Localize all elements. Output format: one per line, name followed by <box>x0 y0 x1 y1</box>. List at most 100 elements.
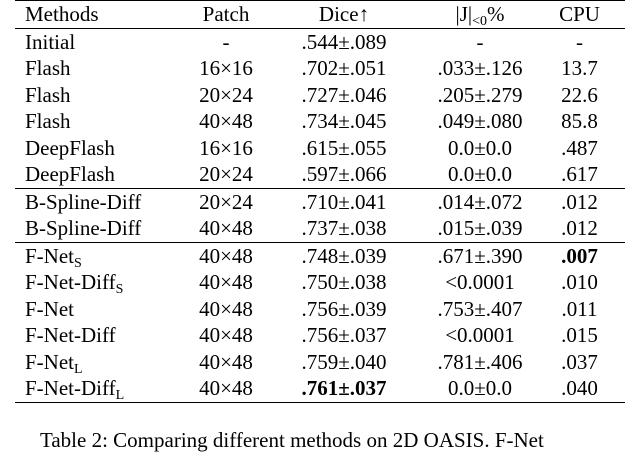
table-cell: .737±.038 <box>301 216 387 241</box>
table-cell: Flash <box>25 109 71 134</box>
header-cell: Dice↑ <box>262 0 426 29</box>
table-row: F-Net-DiffS 40×48 .750±.038 <0.0001 .010 <box>15 269 625 298</box>
table-cell: - <box>476 29 484 54</box>
cell-text: F-Net-Diff <box>25 376 116 401</box>
table-cell: - <box>576 29 583 54</box>
table-cell: 0.0±0.0 <box>447 162 513 187</box>
table-row: F-NetS 40×48.748±.039.671±.390.007 <box>15 241 625 271</box>
header-cell: Methods <box>15 0 190 29</box>
table-cell: .617 <box>561 162 598 187</box>
table-row: F-NetL 40×48 .759±.040 .781±.406 .037 <box>15 349 625 377</box>
cell-text: F-Net <box>25 349 74 374</box>
table-cell: .756±.037 <box>301 323 387 348</box>
table-cell: 20×24 <box>199 82 253 107</box>
table-cell: .756±.039 <box>301 296 387 321</box>
table-cell: 22.6 <box>561 82 598 107</box>
cell-text: |J| <box>455 2 473 27</box>
table-cell: F-Net-DiffS <box>15 269 190 298</box>
table-cell: 40×48 <box>199 109 253 134</box>
table-cell: .753±.407 <box>437 296 523 321</box>
table-cell: Flash <box>25 82 71 107</box>
table-row: Flash 40×48 .734±.045 .049±.080 85.8 <box>15 108 625 135</box>
table-row: DeepFlash 20×24 .597±.066 0.0±0.0 .617 <box>15 161 625 188</box>
header-row: Methods Patch Dice↑ |J|<0% CPU <box>15 0 625 30</box>
subscript: S <box>115 282 124 298</box>
table-cell: .759±.040 <box>301 349 387 374</box>
table-cell: 40×48 <box>199 376 253 401</box>
table-row: F-Net-DiffL 40×48 .761±.037 0.0±0.0 .040 <box>15 375 625 404</box>
table-cell: .671±.390 <box>426 241 534 269</box>
table-cell: .007 <box>534 241 625 269</box>
table-cell: 0.0±0.0 <box>447 135 513 160</box>
table-cell: .727±.046 <box>301 82 387 107</box>
table-row: Flash 20×24 .727±.046 .205±.279 22.6 <box>15 82 625 109</box>
table-cell: <0.0001 <box>445 270 515 295</box>
table-row: F-Net-Diff 40×48 .756±.037 <0.0001 .015 <box>15 322 625 349</box>
table-cell: 40×48 <box>190 241 262 269</box>
table-cell: 16×16 <box>199 56 253 81</box>
table-row: B-Spline-Diff 20×24.710±.041.014±.072.012 <box>15 187 625 215</box>
header-cell: CPU <box>534 0 625 29</box>
suffix: % <box>487 2 505 27</box>
table-cell: F-Net-DiffL <box>15 375 190 404</box>
table-cell: F-NetL <box>15 349 190 377</box>
cell-text: F-Net <box>25 243 74 268</box>
table-cell: B-Spline-Diff <box>25 216 142 241</box>
table-cell: 85.8 <box>561 109 598 134</box>
table-cell: .014±.072 <box>426 187 534 215</box>
subscript: L <box>115 388 125 404</box>
table-cell: .597±.066 <box>301 162 387 187</box>
cell-text: F-Net-Diff <box>25 270 116 295</box>
page: Methods Patch Dice↑ |J|<0% CPU Initial - .544±.… <box>15 0 625 452</box>
table-cell: .748±.039 <box>262 241 426 269</box>
table-cell: 0.0±0.0 <box>447 376 513 401</box>
table-cell: DeepFlash <box>25 162 115 187</box>
table-row: Initial - .544±.089 - - <box>15 28 625 55</box>
table-cell: .205±.279 <box>437 82 523 107</box>
table-cell: .033±.126 <box>437 56 523 81</box>
subscript: <0 <box>472 14 487 30</box>
table-cell: .012 <box>534 187 625 215</box>
table-cell: DeepFlash <box>25 135 115 160</box>
table-cell: .702±.051 <box>301 56 387 81</box>
table-cell: F-NetS <box>15 241 190 271</box>
table-cell: .750±.038 <box>301 270 387 295</box>
header-cell: |J|<0% <box>426 0 534 30</box>
table-cell: Initial <box>25 29 76 54</box>
table-cell: 40×48 <box>199 270 253 295</box>
table-cell: <0.0001 <box>445 323 515 348</box>
subscript: S <box>74 255 82 271</box>
cell-text: .761±.037 <box>301 376 387 401</box>
table-cell: .781±.406 <box>437 349 523 374</box>
table-row: F-Net 40×48 .756±.039 .753±.407 .011 <box>15 296 625 323</box>
table-cell: .011 <box>561 296 598 321</box>
header-cell: Patch <box>190 0 262 29</box>
table-cell: 16×16 <box>199 135 253 160</box>
table-cell: .040 <box>561 376 598 401</box>
table-cell: .015 <box>561 323 598 348</box>
table-cell: 40×48 <box>199 216 253 241</box>
table-cell: .615±.055 <box>301 135 387 160</box>
table-cell: 40×48 <box>199 296 253 321</box>
table-cell: .710±.041 <box>262 187 426 215</box>
cell-text: .007 <box>561 243 598 268</box>
table-cell: .734±.045 <box>301 109 387 134</box>
table-cell: .037 <box>561 349 598 374</box>
table-cell: 20×24 <box>199 162 253 187</box>
table-cell: F-Net <box>25 296 74 321</box>
caption: Table 2: Comparing different methods on … <box>40 428 544 452</box>
table-row: B-Spline-Diff 40×48 .737±.038 .015±.039 .012 <box>15 215 625 242</box>
table-cell: .544±.089 <box>301 29 387 54</box>
table-cell: - <box>222 29 230 54</box>
table-body: Methods Patch Dice↑ |J|<0% CPU Initial - .544±.… <box>15 0 625 404</box>
table-row: Flash 16×16 .702±.051 .033±.126 13.7 <box>15 55 625 82</box>
table-cell: .012 <box>561 216 598 241</box>
table-row: DeepFlash 16×16 .615±.055 0.0±0.0 .487 <box>15 135 625 162</box>
table-cell: 40×48 <box>199 349 253 374</box>
table-cell: .049±.080 <box>437 109 523 134</box>
table-cell: F-Net-Diff <box>25 323 116 348</box>
table-cell: 40×48 <box>199 323 253 348</box>
results-table: Methods Patch Dice↑ |J|<0% CPU Initial - .544±.… <box>15 0 625 403</box>
table-cell: 20×24 <box>190 187 262 215</box>
table-cell: Flash <box>25 56 71 81</box>
